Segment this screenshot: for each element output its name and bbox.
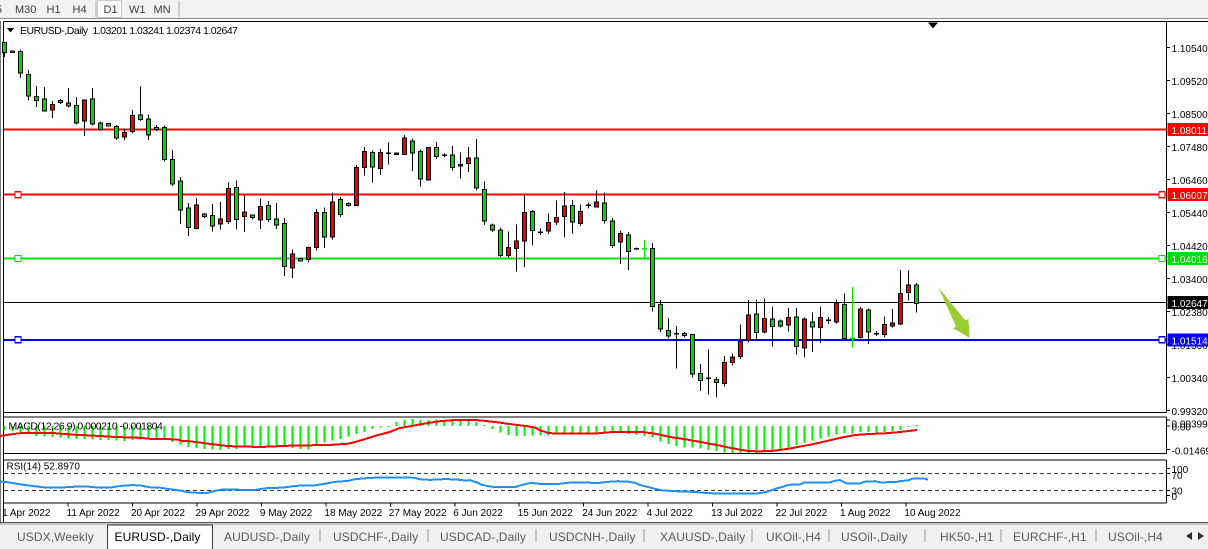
svg-text:1.01514: 1.01514 [1172,336,1208,347]
svg-text:USOil-,H4: USOil-,H4 [1108,530,1163,544]
svg-text:1.01360: 1.01360 [1172,341,1208,352]
svg-text:15 Jun 2022: 15 Jun 2022 [518,508,573,519]
svg-text:-0.014693: -0.014693 [1172,447,1208,458]
svg-text:9 May 2022: 9 May 2022 [260,508,313,519]
svg-text:1.03400: 1.03400 [1172,275,1208,286]
svg-text:0.99320: 0.99320 [1172,407,1208,418]
svg-text:1.07480: 1.07480 [1172,143,1208,154]
svg-text:USOil-,Daily: USOil-,Daily [841,530,908,544]
svg-text:10 Aug 2022: 10 Aug 2022 [904,508,961,519]
svg-text:1.02647: 1.02647 [1172,299,1208,310]
svg-text:100: 100 [1172,465,1189,476]
svg-text:USDCNH-,Daily: USDCNH-,Daily [549,530,636,544]
svg-text:1 Aug 2022: 1 Aug 2022 [840,508,891,519]
svg-text:AUDUSD-,Daily: AUDUSD-,Daily [224,530,310,544]
svg-text:11 Apr 2022: 11 Apr 2022 [67,508,121,519]
svg-text:1 Apr 2022: 1 Apr 2022 [2,508,51,519]
svg-text:13 Jul 2022: 13 Jul 2022 [711,508,763,519]
svg-text:1.06007: 1.06007 [1172,191,1208,202]
svg-text:0.00: 0.00 [1172,422,1192,433]
svg-text:HK50-,H1: HK50-,H1 [940,530,994,544]
svg-text:USDX,Weekly: USDX,Weekly [17,530,94,544]
svg-text:1.06460: 1.06460 [1172,176,1208,187]
svg-text:1.09520: 1.09520 [1172,77,1208,88]
svg-text:1.04420: 1.04420 [1172,242,1208,253]
svg-text:1.10540: 1.10540 [1172,44,1208,55]
svg-text:1.02380: 1.02380 [1172,308,1208,319]
svg-text:RSI(14) 52.8970: RSI(14) 52.8970 [7,462,81,473]
svg-text:W1: W1 [129,4,146,16]
svg-text:22 Jul 2022: 22 Jul 2022 [776,508,828,519]
svg-text:1.04016: 1.04016 [1172,255,1208,266]
svg-text:70: 70 [1172,471,1184,482]
svg-text:30: 30 [1172,487,1184,498]
svg-text:USDCHF-,Daily: USDCHF-,Daily [333,530,418,544]
svg-text:18 May 2022: 18 May 2022 [324,508,382,519]
svg-text:EURUSD-,Daily: EURUSD-,Daily [115,530,201,544]
svg-text:UKOil-,H4: UKOil-,H4 [766,530,821,544]
svg-text:1.08500: 1.08500 [1172,110,1208,121]
svg-text:H4: H4 [73,4,87,16]
svg-text:20 Apr 2022: 20 Apr 2022 [131,508,185,519]
svg-text:D1: D1 [104,4,118,16]
svg-text:EURUSD-,Daily 1.03201 1.03241: EURUSD-,Daily 1.03201 1.03241 1.02374 1.… [20,25,238,37]
svg-text:USDCAD-,Daily: USDCAD-,Daily [440,530,526,544]
svg-text:4 Jul 2022: 4 Jul 2022 [647,508,694,519]
svg-text:0: 0 [1172,492,1178,503]
svg-text:MACD(12,26,9) 0.000210 -0.0018: MACD(12,26,9) 0.000210 -0.001804 [9,421,164,433]
svg-text:EURCHF-,H1: EURCHF-,H1 [1013,530,1087,544]
svg-text:1.00340: 1.00340 [1172,374,1208,385]
svg-text:H1: H1 [47,4,61,16]
svg-text:5: 5 [0,4,2,16]
svg-text:M30: M30 [15,4,36,16]
svg-text:MN: MN [154,4,171,16]
svg-text:6 Jun 2022: 6 Jun 2022 [453,508,503,519]
svg-text:1.08011: 1.08011 [1172,126,1208,137]
svg-text:1.05440: 1.05440 [1172,209,1208,220]
svg-text:29 Apr 2022: 29 Apr 2022 [196,508,250,519]
svg-text:XAUUSD-,Daily: XAUUSD-,Daily [660,530,745,544]
svg-text:0.003994: 0.003994 [1172,419,1208,430]
svg-text:24 Jun 2022: 24 Jun 2022 [582,508,637,519]
svg-text:27 May 2022: 27 May 2022 [389,508,447,519]
